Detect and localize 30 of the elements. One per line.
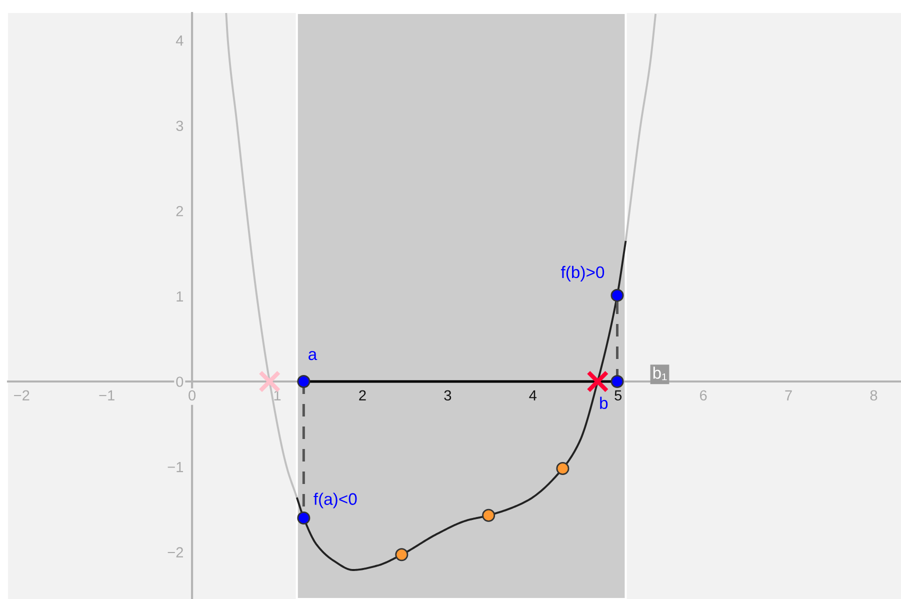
point [586,370,609,393]
y-tick-label: −1 [168,462,184,472]
x-tick-label: 2 [359,390,366,400]
annotation: a [308,351,318,360]
x-tick-label: 4 [529,390,537,400]
y-tick-label: −2 [168,547,183,558]
x-tick-label: 5 [614,390,622,401]
point [610,374,624,388]
y-tick-label: 2 [176,206,183,216]
y-tick-label: 0 [176,376,184,387]
point [297,374,310,388]
y-tick-label: 3 [176,120,184,132]
x-tick-label: −2 [14,390,30,400]
annotation: f(b)>0 [560,266,604,282]
point [395,548,408,562]
x-tick-label: 7 [785,390,792,400]
y-tick-label: 4 [176,36,184,46]
annotation: b₁ [653,366,667,380]
point [556,462,570,475]
annotation: b [600,396,608,410]
point [482,508,496,522]
x-tick-label: 3 [444,390,452,401]
x-tick-label: 8 [870,390,878,401]
y-tick-label: 1 [176,291,184,302]
x-tick-label: 0 [188,390,196,401]
point [297,511,310,524]
x-tick-label: 6 [700,390,707,401]
x-tick-label: −1 [99,390,114,400]
point [610,288,624,302]
annotation: f(a)<0 [314,492,357,508]
